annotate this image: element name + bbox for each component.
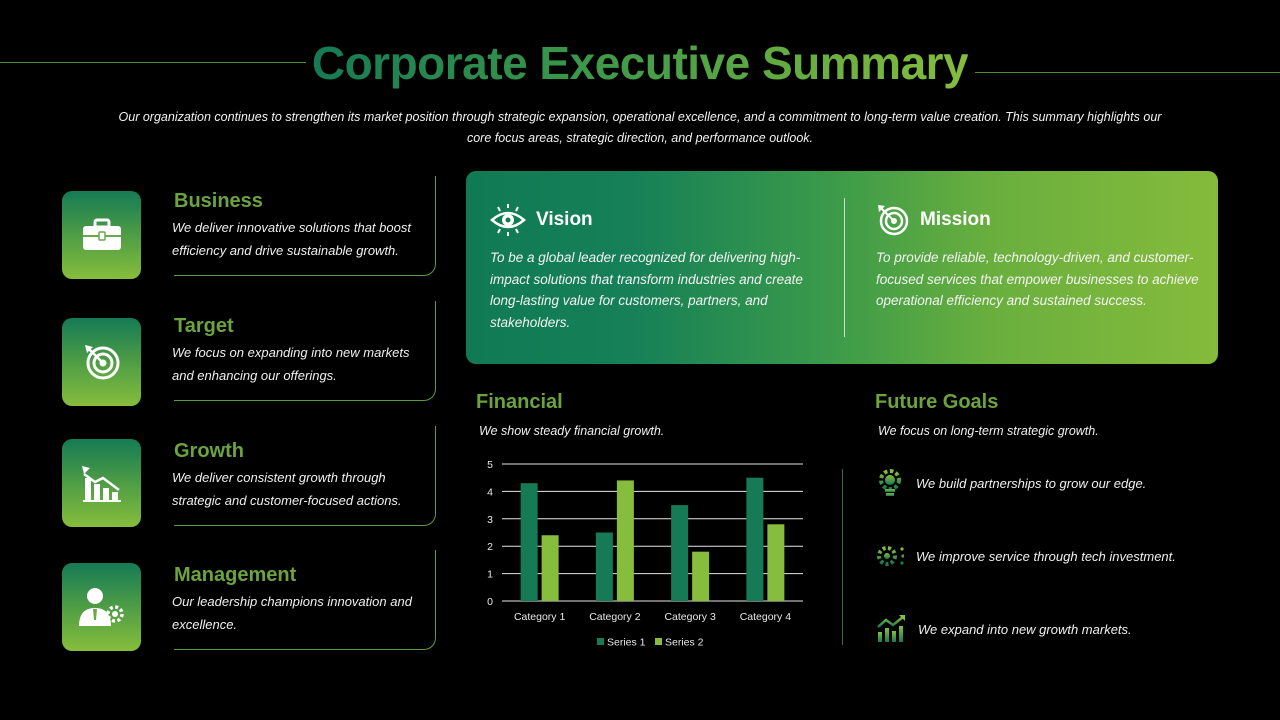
goal-item: We improve service through tech investme… [876, 539, 1176, 573]
bar-2-1 [541, 535, 559, 601]
focus-desc: We focus on expanding into new markets a… [172, 345, 410, 383]
focus-bracket [174, 426, 436, 526]
focus-title: Growth [174, 440, 244, 462]
mission-text: To provide reliable, technology-driven, … [876, 250, 1199, 308]
bar-2-2 [616, 480, 634, 601]
mission-block: Mission To provide reliable, technology-… [876, 201, 1206, 312]
y-tick-label: 2 [487, 541, 493, 553]
focus-item-management: Management Our leadership champions inno… [62, 550, 436, 651]
target-arrow-icon [878, 205, 909, 236]
legend-swatch [597, 638, 604, 645]
mission-title: Mission [920, 209, 991, 230]
panel-divider [844, 198, 845, 337]
x-tick-label: Category 3 [664, 611, 716, 623]
title-rule-right [975, 72, 1280, 73]
focus-tile [62, 191, 141, 279]
idea-gear-icon [879, 469, 901, 496]
growth-chart-icon [81, 466, 121, 502]
y-tick-label: 4 [487, 486, 493, 498]
focus-desc: We deliver innovative solutions that boo… [172, 220, 411, 258]
y-tick-label: 3 [487, 514, 493, 526]
focus-title: Management [174, 564, 297, 586]
bar-2-3 [692, 551, 710, 601]
focus-item-business: Business We deliver innovative solutions… [62, 176, 436, 279]
focus-bracket [174, 301, 436, 401]
eye-icon [490, 204, 526, 236]
vision-block: Vision To be a global leader recognized … [490, 201, 820, 333]
goal-text: We improve service through tech investme… [916, 548, 1176, 564]
x-tick-label: Category 4 [740, 611, 792, 623]
title-rule-left [0, 62, 306, 63]
focus-desc: Our leadership champions innovation and … [172, 594, 412, 632]
vision-title: Vision [536, 209, 593, 230]
x-tick-label: Category 2 [589, 611, 641, 623]
goal-text: We expand into new growth markets. [918, 621, 1132, 637]
bar-1-2 [595, 532, 613, 601]
legend-label: Series 1 [607, 637, 646, 649]
financial-subtitle: We show steady financial growth. [479, 424, 665, 438]
target-icon [84, 345, 119, 380]
focus-desc: We deliver consistent growth through str… [172, 470, 402, 508]
legend-label: Series 2 [665, 637, 704, 649]
y-tick-label: 5 [487, 459, 493, 471]
bar-1-1 [520, 483, 538, 601]
y-tick-label: 1 [487, 569, 493, 581]
goals-divider [842, 469, 843, 645]
focus-tile [62, 563, 141, 651]
goal-item: We expand into new growth markets. [876, 612, 1132, 646]
vision-mission-panel: Vision To be a global leader recognized … [466, 171, 1218, 364]
focus-tile [62, 318, 141, 406]
goal-item: We build partnerships to grow our edge. [876, 466, 1146, 500]
x-tick-label: Category 1 [514, 611, 566, 623]
bar-1-4 [746, 477, 764, 601]
focus-bracket [174, 176, 436, 276]
y-tick-label: 0 [487, 596, 493, 608]
focus-tile [62, 439, 141, 527]
focus-title: Target [174, 315, 234, 337]
focus-item-target: Target We focus on expanding into new ma… [62, 301, 436, 406]
focus-bracket [174, 550, 436, 650]
bar-1-3 [671, 505, 689, 601]
briefcase-icon [82, 218, 121, 250]
financial-bar-chart: 0 1 2 3 4 5 Category 1 Category 2 Category 3 Cate… [487, 459, 803, 649]
bar-2-4 [767, 524, 785, 601]
tech-gear-icon [877, 546, 904, 566]
manager-gear-icon [78, 588, 124, 626]
future-goals-title: Future Goals [875, 391, 999, 413]
page-title: Corporate Executive Summary [311, 37, 969, 89]
intro-text: Our organization continues to strengthen… [118, 110, 1162, 145]
growth-arrow-icon [877, 615, 905, 642]
financial-title: Financial [476, 391, 563, 413]
vision-text: To be a global leader recognized for del… [490, 250, 803, 330]
goal-text: We build partnerships to grow our edge. [916, 475, 1147, 491]
focus-title: Business [174, 190, 263, 212]
future-goals-subtitle: We focus on long-term strategic growth. [878, 424, 1099, 438]
focus-item-growth: Growth We deliver consistent growth thro… [62, 426, 436, 527]
legend-swatch [655, 638, 662, 645]
